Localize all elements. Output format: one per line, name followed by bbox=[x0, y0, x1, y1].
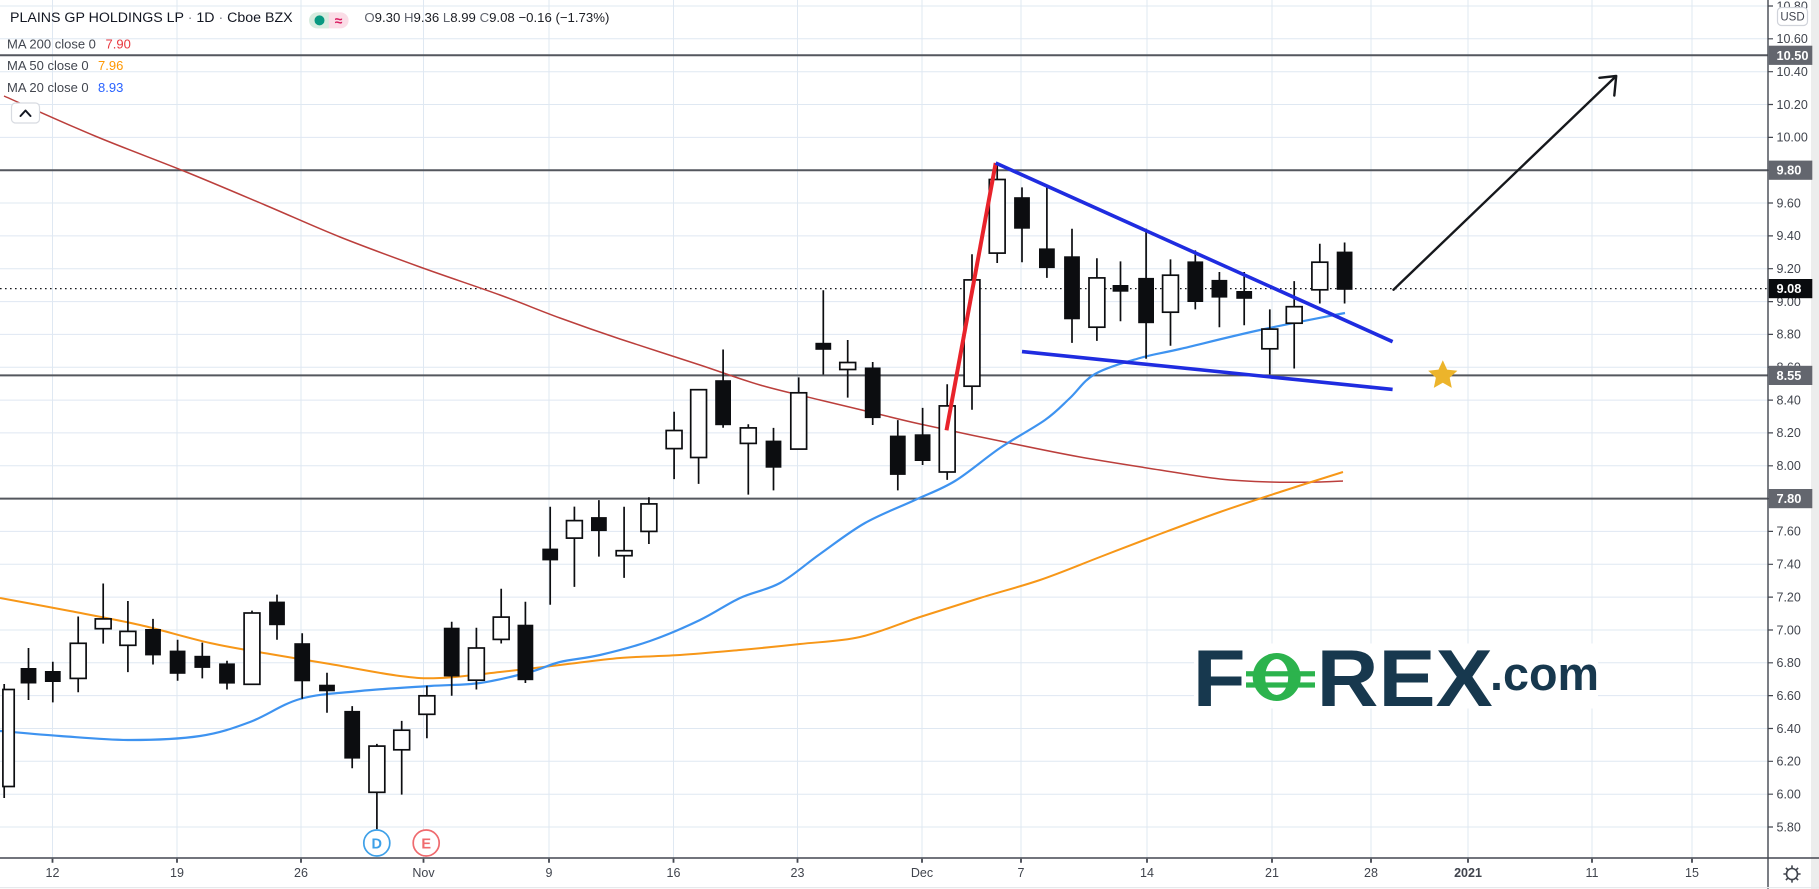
svg-text:14: 14 bbox=[1140, 866, 1154, 880]
svg-text:MA 50 close 0: MA 50 close 0 bbox=[7, 58, 89, 73]
svg-text:9.00: 9.00 bbox=[1777, 295, 1801, 309]
svg-text:≈: ≈ bbox=[335, 13, 343, 29]
svg-text:8.40: 8.40 bbox=[1777, 393, 1801, 407]
svg-text:10.00: 10.00 bbox=[1777, 131, 1808, 145]
svg-text:MA 20 close 0: MA 20 close 0 bbox=[7, 80, 89, 95]
svg-text:10.20: 10.20 bbox=[1777, 98, 1808, 112]
svg-text:23: 23 bbox=[791, 866, 805, 880]
svg-text:7: 7 bbox=[1018, 866, 1025, 880]
svg-text:USD: USD bbox=[1780, 12, 1804, 24]
svg-text:10.40: 10.40 bbox=[1777, 65, 1808, 79]
svg-text:16: 16 bbox=[667, 866, 681, 880]
svg-text:6.00: 6.00 bbox=[1777, 788, 1801, 802]
svg-text:10.60: 10.60 bbox=[1777, 32, 1808, 46]
svg-text:9.60: 9.60 bbox=[1777, 196, 1801, 210]
svg-text:MA 200 close 0: MA 200 close 0 bbox=[7, 37, 96, 52]
svg-text:Nov: Nov bbox=[412, 866, 435, 880]
svg-text:9.40: 9.40 bbox=[1777, 229, 1801, 243]
svg-text:6.40: 6.40 bbox=[1777, 722, 1801, 736]
svg-text:E: E bbox=[421, 836, 431, 852]
svg-text:7.60: 7.60 bbox=[1777, 525, 1801, 539]
svg-text:8.55: 8.55 bbox=[1777, 368, 1802, 383]
svg-text:9.80: 9.80 bbox=[1777, 163, 1802, 178]
svg-text:.com: .com bbox=[1490, 647, 1599, 700]
svg-text:7.40: 7.40 bbox=[1777, 558, 1801, 572]
svg-text:O9.30 H9.36 L8.99 C9.08 −0.16: O9.30 H9.36 L8.99 C9.08 −0.16 (−1.73%) bbox=[364, 10, 609, 25]
svg-text:5.80: 5.80 bbox=[1777, 820, 1801, 834]
svg-text:11: 11 bbox=[1586, 866, 1599, 880]
svg-text:8.93: 8.93 bbox=[98, 80, 123, 95]
svg-text:8.00: 8.00 bbox=[1777, 459, 1801, 473]
svg-text:REX: REX bbox=[1317, 634, 1493, 724]
svg-text:21: 21 bbox=[1265, 866, 1279, 880]
svg-text:28: 28 bbox=[1364, 866, 1378, 880]
svg-text:15: 15 bbox=[1685, 866, 1699, 880]
svg-text:PLAINS GP HOLDINGS LP · 1D · C: PLAINS GP HOLDINGS LP · 1D · Cboe BZX bbox=[10, 10, 293, 26]
svg-text:F: F bbox=[1193, 634, 1246, 724]
svg-text:9.08: 9.08 bbox=[1777, 281, 1802, 296]
svg-text:7.00: 7.00 bbox=[1777, 623, 1801, 637]
svg-text:7.90: 7.90 bbox=[106, 37, 131, 52]
svg-text:8.80: 8.80 bbox=[1777, 328, 1801, 342]
svg-text:6.80: 6.80 bbox=[1777, 656, 1801, 670]
svg-text:9: 9 bbox=[546, 866, 553, 880]
svg-text:10.50: 10.50 bbox=[1777, 48, 1809, 63]
svg-text:Dec: Dec bbox=[911, 866, 933, 880]
svg-text:6.20: 6.20 bbox=[1777, 755, 1801, 769]
svg-text:26: 26 bbox=[294, 866, 308, 880]
svg-text:2021: 2021 bbox=[1454, 866, 1482, 880]
svg-text:7.20: 7.20 bbox=[1777, 590, 1801, 604]
svg-text:9.20: 9.20 bbox=[1777, 262, 1801, 276]
svg-text:12: 12 bbox=[46, 866, 60, 880]
svg-text:6.60: 6.60 bbox=[1777, 689, 1801, 703]
svg-text:D: D bbox=[372, 836, 382, 852]
svg-text:7.96: 7.96 bbox=[98, 58, 123, 73]
svg-text:7.80: 7.80 bbox=[1777, 491, 1802, 506]
svg-text:8.20: 8.20 bbox=[1777, 426, 1801, 440]
svg-text:19: 19 bbox=[170, 866, 184, 880]
